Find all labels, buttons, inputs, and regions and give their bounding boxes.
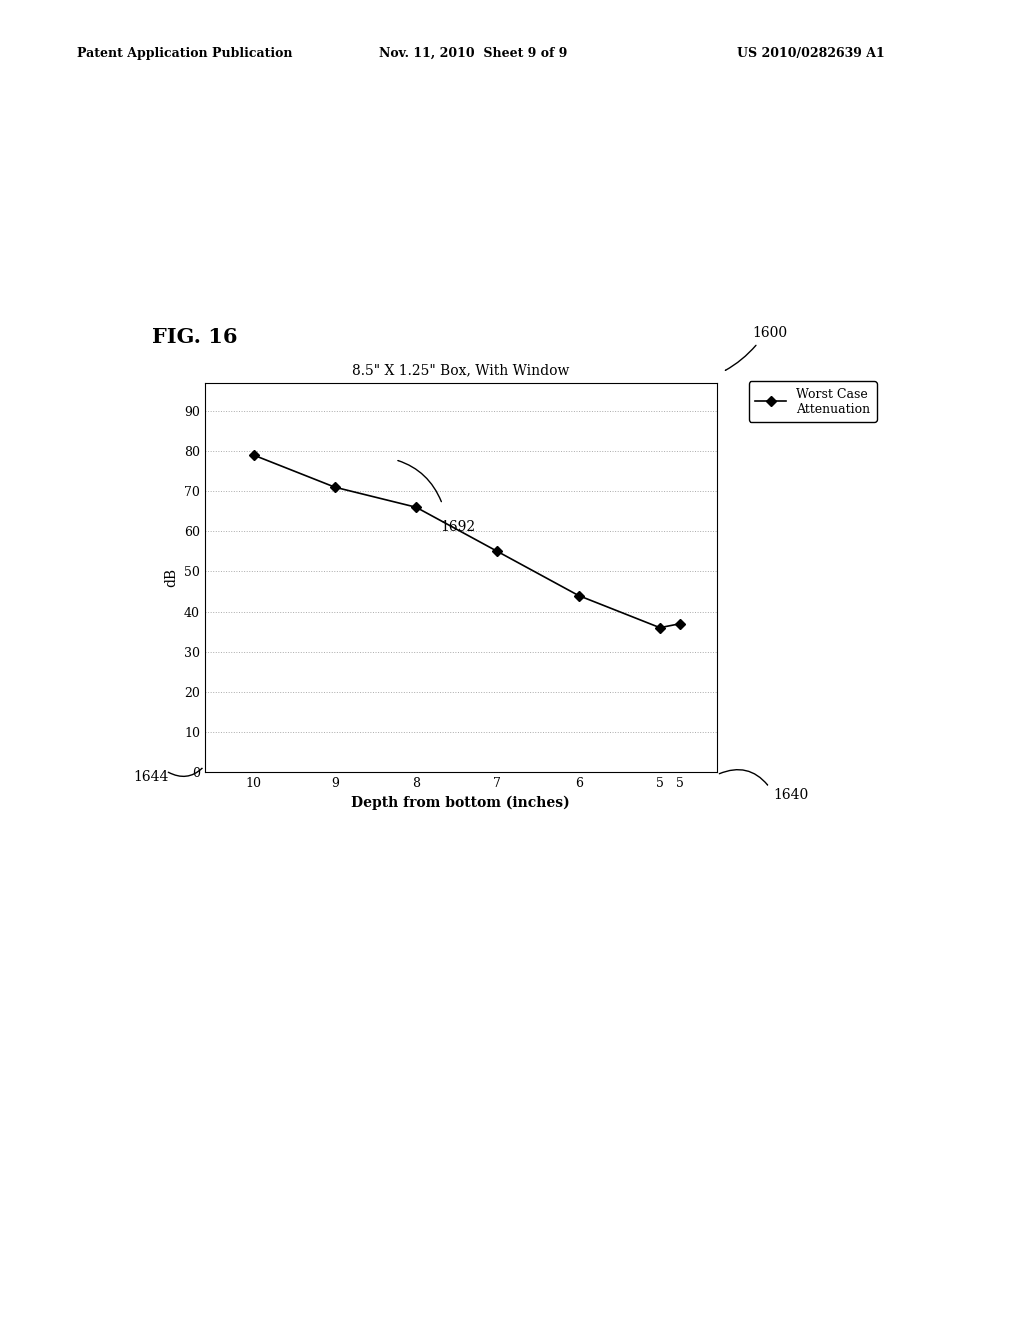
Text: 1692: 1692: [440, 520, 475, 533]
Worst Case
Attenuation: [653, 620, 666, 636]
X-axis label: Depth from bottom (inches): Depth from bottom (inches): [351, 796, 570, 810]
Title: 8.5" X 1.25" Box, With Window: 8.5" X 1.25" Box, With Window: [352, 363, 569, 378]
Text: Nov. 11, 2010  Sheet 9 of 9: Nov. 11, 2010 Sheet 9 of 9: [379, 46, 567, 59]
Y-axis label: dB: dB: [165, 568, 178, 587]
Text: 1644: 1644: [133, 771, 169, 784]
Line: Worst Case
Attenuation: Worst Case Attenuation: [250, 451, 684, 631]
Worst Case
Attenuation: [572, 587, 585, 603]
Text: US 2010/0282639 A1: US 2010/0282639 A1: [737, 46, 885, 59]
Text: Patent Application Publication: Patent Application Publication: [77, 46, 292, 59]
Text: 1600: 1600: [753, 326, 787, 339]
Worst Case
Attenuation: [329, 479, 341, 495]
Legend: Worst Case
Attenuation: Worst Case Attenuation: [749, 381, 877, 422]
Text: FIG. 16: FIG. 16: [152, 327, 237, 347]
Text: 1640: 1640: [773, 788, 808, 801]
Worst Case
Attenuation: [248, 447, 260, 463]
Worst Case
Attenuation: [674, 615, 686, 631]
Worst Case
Attenuation: [492, 544, 504, 560]
Worst Case
Attenuation: [410, 499, 422, 515]
